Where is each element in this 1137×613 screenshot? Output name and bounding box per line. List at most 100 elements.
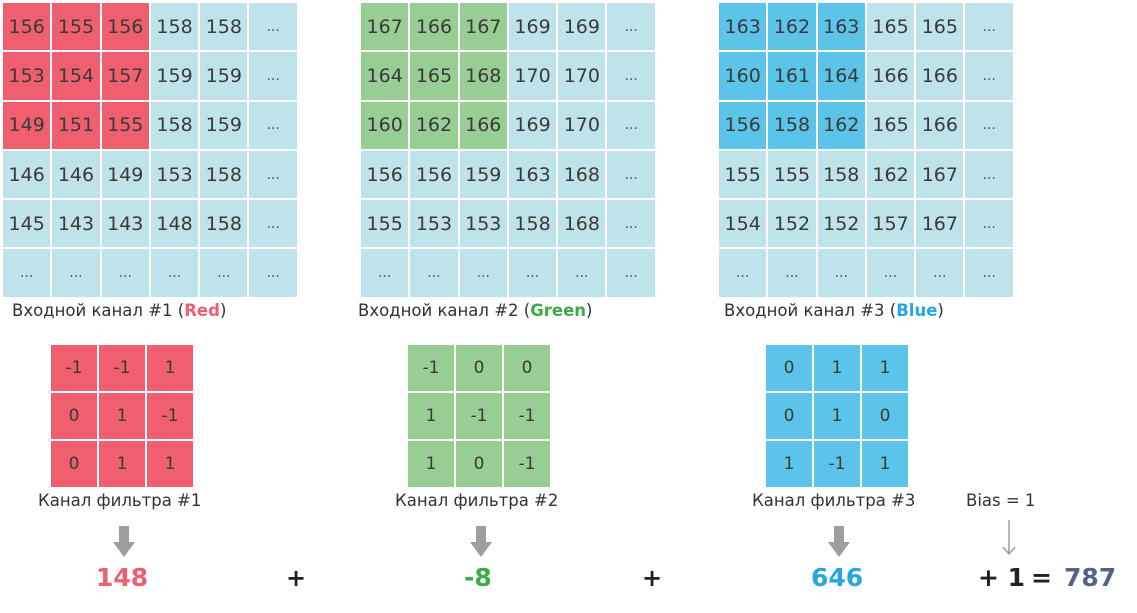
- filter-cell: 1: [408, 393, 454, 439]
- input-cell: ...: [607, 200, 655, 248]
- input-cell: 168: [558, 200, 606, 248]
- input-cell: 143: [101, 200, 149, 248]
- input-cell: ...: [965, 150, 1013, 199]
- input-cell: 155: [52, 3, 100, 51]
- input-cell: 156: [719, 101, 767, 149]
- input-cell: ...: [916, 249, 964, 297]
- input-cell: ...: [361, 249, 409, 297]
- input-cell: 170: [508, 52, 557, 100]
- input-cell: 162: [410, 101, 458, 149]
- input-cell: 148: [150, 200, 199, 248]
- input-cell: ...: [249, 200, 297, 248]
- input-cell: 163: [817, 3, 865, 51]
- input-cell: ...: [101, 249, 149, 297]
- filter-cell: -1: [504, 393, 550, 439]
- input-cell: 162: [768, 3, 816, 51]
- input-cell: 161: [768, 52, 816, 100]
- filter-cell: 1: [766, 441, 812, 487]
- result-blue: 646: [811, 563, 864, 592]
- filter-cell: 1: [408, 441, 454, 487]
- filter-cell: -1: [147, 393, 193, 439]
- input-cell: ...: [150, 249, 199, 297]
- filter-cell: -1: [814, 441, 860, 487]
- bias-arrow-icon: [1002, 520, 1016, 556]
- input-cell: 156: [3, 3, 51, 51]
- result-green: -8: [464, 563, 492, 592]
- input-channel-green-grid: 167 166 167 169 169... 164 165 168 170 170... 160 1…: [361, 3, 655, 297]
- equals-sign: =: [1031, 563, 1052, 592]
- input-cell: ...: [607, 150, 655, 199]
- filter-cell: 0: [504, 345, 550, 391]
- input-cell: 169: [508, 3, 557, 51]
- input-cell: ...: [965, 3, 1013, 51]
- input-cell: ...: [866, 249, 915, 297]
- input-cell: 170: [558, 52, 606, 100]
- input-channel-blue-grid: 163 162 163 165 165... 160 161 164 166 166... 156 1…: [719, 3, 1013, 297]
- input-cell: 151: [52, 101, 100, 149]
- input-cell: 164: [361, 52, 409, 100]
- input-cell: 165: [916, 3, 964, 51]
- filter-cell: -1: [408, 345, 454, 391]
- input-cell: 156: [410, 150, 458, 199]
- filter-channel-2-grid: -1 0 0 1 -1 -1 1 0 -1: [408, 345, 550, 487]
- input-cell: 163: [508, 150, 557, 199]
- input-cell: 156: [361, 150, 409, 199]
- plus-sign: +: [642, 564, 663, 592]
- input-cell: 162: [817, 101, 865, 149]
- input-channel-blue-caption: Входной канал #3 (Blue): [724, 301, 944, 320]
- input-cell: 165: [866, 101, 915, 149]
- input-cell: 157: [866, 200, 915, 248]
- input-cell: ...: [410, 249, 458, 297]
- input-cell: 153: [150, 150, 199, 199]
- input-cell: 155: [101, 101, 149, 149]
- filter-channel-2-caption: Канал фильтра #2: [395, 491, 559, 510]
- input-cell: ...: [200, 249, 248, 297]
- input-cell: ...: [965, 101, 1013, 149]
- filter-cell: 0: [766, 345, 812, 391]
- input-cell: ...: [249, 3, 297, 51]
- input-cell: ...: [768, 249, 816, 297]
- filter-cell: 0: [456, 345, 502, 391]
- input-cell: 166: [916, 52, 964, 100]
- input-cell: 158: [768, 101, 816, 149]
- input-cell: 145: [3, 200, 51, 248]
- filter-cell: 0: [51, 393, 97, 439]
- down-arrow-icon: [470, 526, 492, 557]
- input-cell: 165: [866, 3, 915, 51]
- result-red: 148: [96, 563, 149, 592]
- input-cell: 166: [410, 3, 458, 51]
- input-cell: ...: [817, 249, 865, 297]
- filter-channel-1-grid: -1 -1 1 0 1 -1 0 1 1: [51, 345, 193, 487]
- input-cell: 170: [558, 101, 606, 149]
- input-cell: 155: [361, 200, 409, 248]
- input-cell: 149: [3, 101, 51, 149]
- input-cell: 158: [150, 101, 199, 149]
- input-cell: 154: [52, 52, 100, 100]
- input-cell: 169: [508, 101, 557, 149]
- input-cell: 167: [916, 150, 964, 199]
- input-channel-green-caption: Входной канал #2 (Green): [358, 301, 593, 320]
- input-cell: 158: [200, 150, 248, 199]
- input-cell: ...: [965, 249, 1013, 297]
- input-cell: 159: [200, 52, 248, 100]
- input-cell: ...: [719, 249, 767, 297]
- input-cell: 158: [508, 200, 557, 248]
- input-cell: ...: [607, 52, 655, 100]
- input-cell: ...: [249, 150, 297, 199]
- input-cell: ...: [249, 52, 297, 100]
- input-cell: 155: [768, 150, 816, 199]
- input-cell: 167: [459, 3, 507, 51]
- input-cell: 159: [150, 52, 199, 100]
- input-cell: 152: [768, 200, 816, 248]
- input-cell: ...: [607, 101, 655, 149]
- filter-cell: 0: [862, 393, 908, 439]
- input-cell: 162: [866, 150, 915, 199]
- filter-cell: 1: [99, 441, 145, 487]
- filter-cell: 1: [814, 345, 860, 391]
- filter-cell: 0: [51, 441, 97, 487]
- bias-term: + 1: [978, 563, 1026, 592]
- input-cell: 168: [459, 52, 507, 100]
- input-cell: 158: [200, 200, 248, 248]
- input-cell: 157: [101, 52, 149, 100]
- bias-label: Bias = 1: [966, 491, 1036, 510]
